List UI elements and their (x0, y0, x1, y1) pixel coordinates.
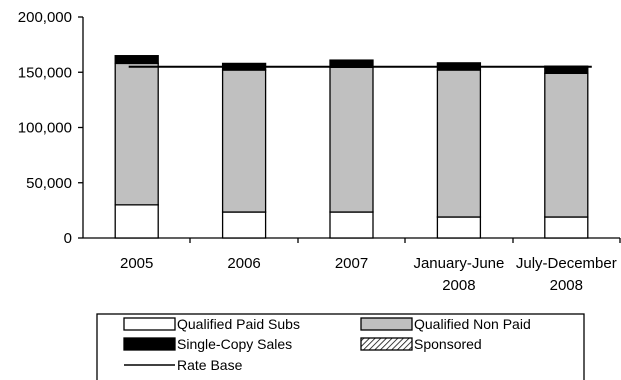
legend-swatch (360, 317, 413, 331)
legend-label: Rate Base (177, 357, 243, 373)
y-tick-label: 200,000 (18, 9, 72, 26)
legend-label: Single-Copy Sales (177, 336, 292, 352)
legend: Qualified Paid Subs Qualified Non Paid Sin… (96, 313, 585, 380)
legend-label: Qualified Non Paid (414, 316, 531, 332)
bar-qualified-paid-subs (329, 211, 374, 239)
legend-swatch (123, 317, 176, 331)
bar-qualified-paid-subs (221, 211, 267, 239)
x-tick-label: January-June 2008 (413, 255, 504, 294)
bar-qualified-non-paid (436, 69, 482, 218)
bar-qualified-non-paid (221, 69, 267, 213)
x-tick-label: 2005 (120, 255, 153, 272)
x-tick-label: 2007 (335, 255, 368, 272)
y-tick-label: 150,000 (18, 64, 72, 81)
bar-qualified-paid-subs (544, 216, 589, 239)
legend-swatch (123, 337, 176, 351)
legend-label: Sponsored (414, 336, 482, 352)
bar-single-copy-sales (114, 55, 159, 65)
legend-swatch (360, 337, 413, 351)
plot-area: 0 50,000 100,000 150,000 200,000 2005 2006 2007… (18, 9, 621, 294)
bar-qualified-non-paid (544, 72, 589, 218)
bar-qualified-non-paid (114, 62, 159, 206)
y-tick-label: 100,000 (18, 120, 72, 137)
y-tick-label: 0 (64, 230, 72, 247)
legend-box (96, 313, 585, 380)
x-tick-label: 2006 (227, 255, 260, 272)
y-tick-label: 50,000 (26, 175, 72, 192)
bar-qualified-paid-subs (114, 204, 159, 239)
bar-qualified-paid-subs (436, 216, 482, 239)
legend-label: Qualified Paid Subs (177, 316, 300, 332)
bar-qualified-non-paid (329, 66, 374, 213)
x-tick-label: July-December 2008 (516, 255, 617, 294)
